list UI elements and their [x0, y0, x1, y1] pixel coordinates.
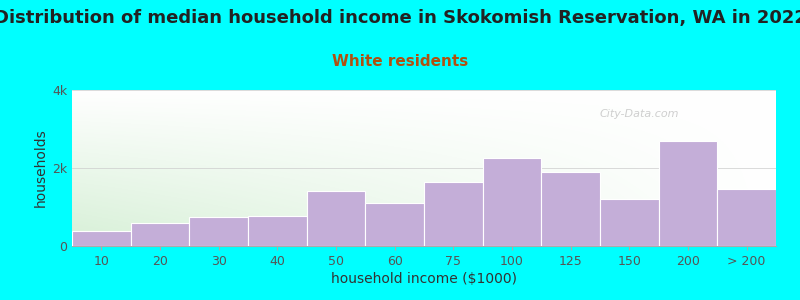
X-axis label: household income ($1000): household income ($1000) [331, 272, 517, 286]
Bar [482, 158, 542, 246]
Bar [366, 203, 424, 246]
Text: City-Data.com: City-Data.com [600, 109, 679, 119]
Bar [600, 199, 658, 246]
Bar [130, 223, 190, 246]
Bar [542, 172, 600, 246]
Bar [248, 216, 306, 246]
Bar [306, 191, 366, 246]
Text: White residents: White residents [332, 54, 468, 69]
Bar [658, 141, 718, 246]
Bar [190, 217, 248, 246]
Bar [718, 190, 776, 246]
Text: Distribution of median household income in Skokomish Reservation, WA in 2022: Distribution of median household income … [0, 9, 800, 27]
Y-axis label: households: households [34, 129, 48, 207]
Bar [72, 231, 130, 246]
Bar [424, 182, 482, 246]
